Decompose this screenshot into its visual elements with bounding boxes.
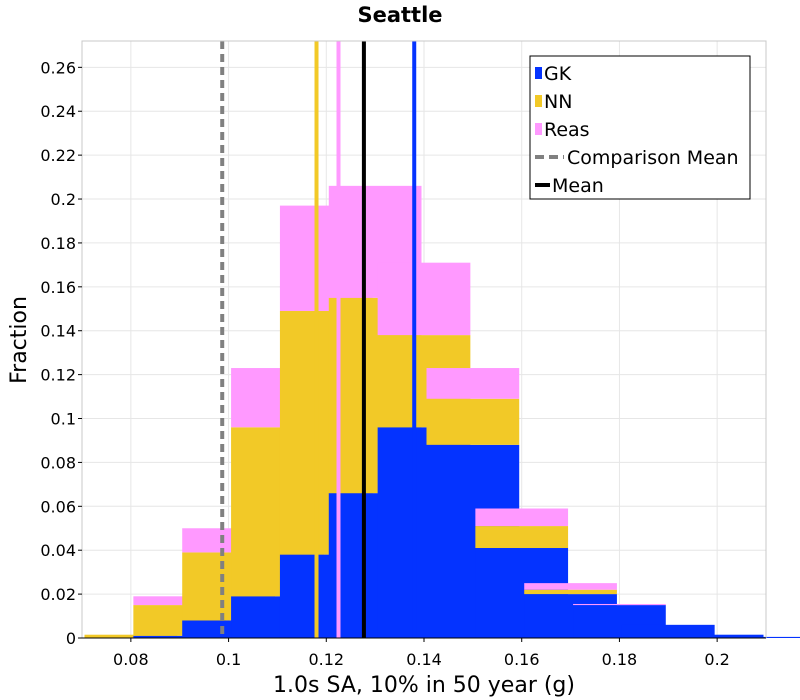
y-tick-label-1: 0.02	[40, 585, 76, 604]
bar-nn-bin-8	[475, 526, 569, 549]
legend-reas-label: Reas	[544, 119, 590, 141]
y-tick-label-7: 0.14	[40, 322, 76, 341]
x-tick-label-4: 0.16	[504, 650, 540, 669]
x-tick-label-2: 0.12	[308, 650, 344, 669]
bar-reas-bin-1	[133, 596, 227, 606]
bar-nn-bin-7	[426, 398, 520, 445]
legend-box	[529, 55, 751, 200]
bar-gk-bin-12	[670, 634, 764, 638]
y-tick-label-0: 0	[66, 629, 76, 648]
bar-reas-bin-8	[475, 508, 569, 527]
bar-reas-bin-9	[524, 583, 617, 590]
legend-nn-swatch	[535, 95, 542, 107]
bar-reas-bin-6	[377, 262, 471, 336]
y-tick-label-11: 0.22	[40, 146, 76, 165]
bar-gk-bin-13	[719, 636, 800, 638]
legend-mean-label: Mean	[552, 175, 604, 197]
y-tick-label-9: 0.18	[40, 234, 76, 253]
x-axis-label: 1.0s SA, 10% in 50 year (g)	[273, 673, 575, 698]
y-axis-label: Fraction	[7, 296, 32, 384]
y-tick-label-13: 0.26	[40, 58, 76, 77]
x-tick-label-0: 0.08	[113, 650, 149, 669]
x-tick-label-6: 0.2	[704, 650, 729, 669]
y-tick-label-12: 0.24	[40, 102, 76, 121]
y-tick-label-5: 0.1	[51, 410, 76, 429]
legend: GK NN Reas Comparison Mean Mean	[529, 55, 751, 200]
x-tick-label-5: 0.18	[602, 650, 638, 669]
bar-nn-bin-9	[524, 589, 617, 595]
legend-nn-label: NN	[544, 91, 572, 113]
chart-title: Seattle	[357, 3, 442, 27]
legend-comparison-mean-label: Comparison Mean	[567, 147, 739, 169]
legend-reas-swatch	[535, 123, 542, 135]
y-tick-label-4: 0.08	[40, 453, 76, 472]
bar-gk-bin-1	[133, 635, 227, 638]
x-tick-label-1: 0.1	[216, 650, 241, 669]
y-tick-label-8: 0.16	[40, 278, 76, 297]
legend-gk-swatch	[535, 67, 542, 79]
legend-gk-label: GK	[544, 63, 572, 85]
y-tick-label-3: 0.06	[40, 497, 76, 516]
bar-nn-bin-0	[84, 634, 178, 638]
y-tick-label-10: 0.2	[51, 190, 76, 209]
bar-reas-bin-7	[426, 368, 520, 399]
bar-reas-bin-10	[573, 603, 666, 606]
y-tick-label-2: 0.04	[40, 541, 76, 560]
x-tick-label-3: 0.14	[406, 650, 442, 669]
y-tick-label-6: 0.12	[40, 366, 76, 385]
